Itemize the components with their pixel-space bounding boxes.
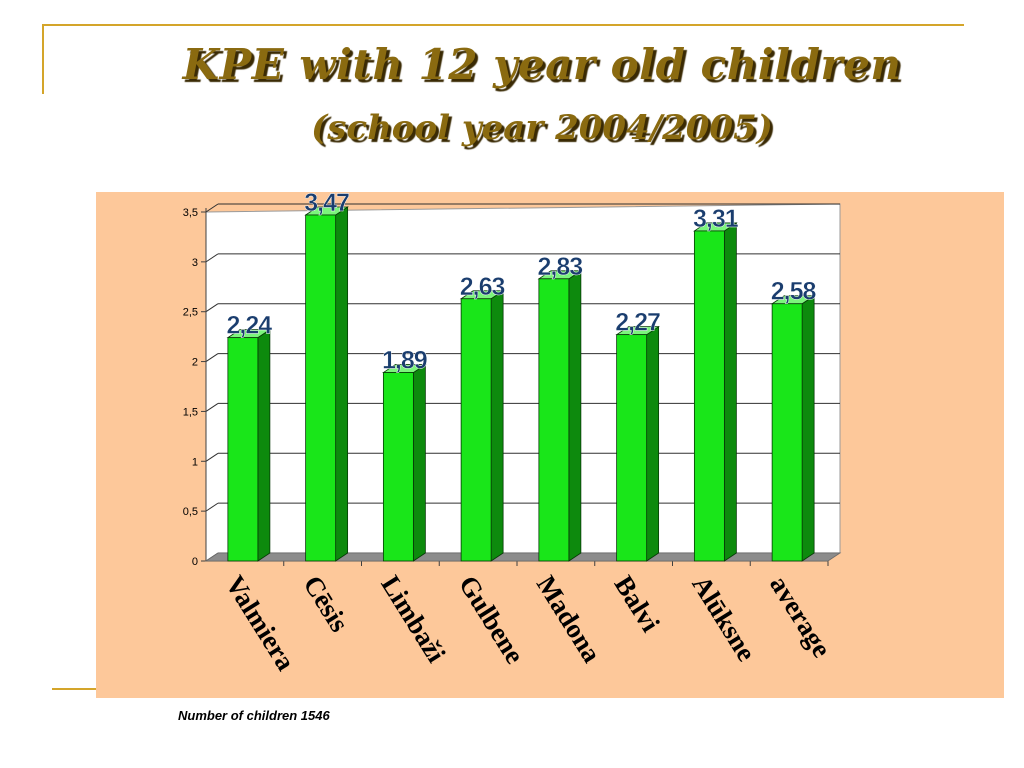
accent-rule-bottom <box>52 688 98 690</box>
bar-front <box>771 303 803 562</box>
gridline-side <box>205 502 219 512</box>
plot-area-back <box>205 203 841 562</box>
data-label: 2,24 <box>227 312 273 340</box>
bar <box>382 363 427 562</box>
gridline-side <box>205 452 219 462</box>
x-category-label: Madona <box>531 570 608 668</box>
x-category-label: Valmiera <box>220 570 302 676</box>
bars <box>226 206 816 562</box>
bar-side <box>646 325 660 562</box>
bar <box>537 270 583 562</box>
accent-rule-vertical <box>42 24 44 94</box>
y-tick-label: 2 <box>192 357 198 369</box>
gridline-side <box>205 403 219 412</box>
bar <box>304 206 349 562</box>
y-tick-label: 1 <box>192 456 198 468</box>
slide-subtitle: (school year 2004/2005) <box>311 108 773 148</box>
y-tick-label: 3,5 <box>183 207 198 219</box>
y-tick-label: 1,5 <box>183 406 198 418</box>
bar-front <box>538 278 570 562</box>
data-label: 3,47 <box>304 192 349 217</box>
bar-side <box>801 294 815 562</box>
x-category-label: Balvi <box>609 570 667 637</box>
bar-front <box>227 337 259 562</box>
y-tick-label: 2,5 <box>183 307 198 319</box>
bar <box>770 294 816 562</box>
bar-side <box>568 270 582 562</box>
floor-plane <box>204 552 842 562</box>
bar-front <box>382 372 414 562</box>
x-category-label: Alūksne <box>686 570 762 666</box>
slide-title: KPE with 12 year old children <box>182 40 902 89</box>
y-tick-label: 0 <box>192 556 198 568</box>
data-label: 2,58 <box>771 278 817 306</box>
x-category-label: Limbaži <box>375 570 452 668</box>
bar-front <box>305 214 337 562</box>
bar-side <box>723 222 737 562</box>
chart-back-wall <box>205 203 841 562</box>
gridline-side <box>205 353 219 362</box>
bar-front <box>616 334 648 562</box>
bar <box>226 328 272 562</box>
data-label: 2,83 <box>538 253 583 281</box>
bar-front <box>460 298 492 562</box>
gridline-side <box>205 303 219 313</box>
chart-panel: 0 0,5 1 1,5 2 2,5 3 3,5 Valmiera Cēsis Limbaži Gul… <box>96 192 1004 698</box>
data-label: 1,89 <box>382 347 427 375</box>
gridline-side <box>205 203 219 213</box>
bar-side <box>335 206 349 562</box>
accent-rule-top <box>42 24 964 26</box>
data-labels: 2,24 3,47 1,89 2,63 2,83 2,27 3,31 2,58 <box>226 192 817 375</box>
x-category-label: Gulbene <box>453 570 530 669</box>
y-tick-label: 0,5 <box>183 506 198 518</box>
gridline-side <box>205 253 219 263</box>
bar <box>693 222 738 562</box>
data-label: 2,27 <box>615 309 660 337</box>
x-category-label: Cēsis <box>298 570 355 637</box>
bar <box>459 290 505 562</box>
bar-side <box>490 290 504 562</box>
y-tick-labels: 0 0,5 1 1,5 2 2,5 3 3,5 <box>183 207 198 568</box>
x-category-label: average <box>764 570 837 662</box>
data-label: 3,31 <box>693 205 739 233</box>
bar-front <box>693 230 725 562</box>
y-tick-label: 3 <box>192 257 198 269</box>
bar-side <box>412 363 426 562</box>
chart-floor <box>204 552 842 562</box>
bar-side <box>257 328 271 562</box>
data-label: 2,63 <box>460 273 505 301</box>
footnote: Number of children 1546 <box>178 708 330 723</box>
bar <box>615 325 660 562</box>
